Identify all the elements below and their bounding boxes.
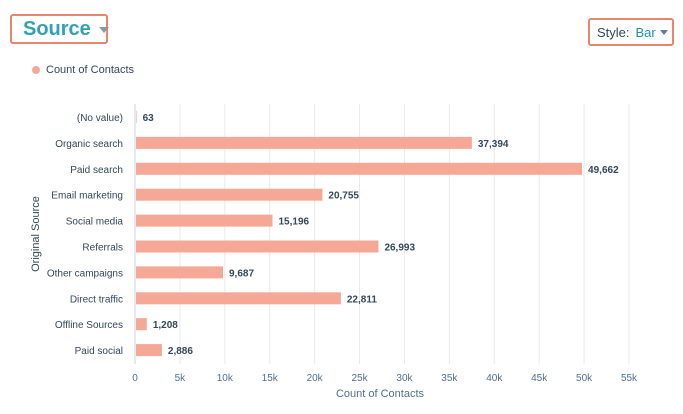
x-tick-label: 5k (175, 373, 187, 384)
category-label: Other campaigns (47, 268, 123, 279)
category-label: Referrals (82, 243, 123, 254)
legend-dot-icon (32, 66, 40, 74)
bar[interactable] (136, 188, 323, 201)
category-label: Offline Sources (55, 320, 123, 331)
bar[interactable] (136, 136, 472, 149)
value-label: 22,811 (347, 294, 377, 305)
bar[interactable] (136, 266, 224, 279)
category-label: Paid search (70, 165, 123, 176)
category-label: (No value) (77, 113, 123, 124)
bar[interactable] (136, 240, 379, 253)
bar[interactable] (136, 214, 273, 227)
x-tick-label: 15k (262, 373, 279, 384)
bar[interactable] (136, 292, 341, 305)
chevron-down-icon (98, 27, 109, 33)
category-label: Direct traffic (70, 294, 123, 305)
report-title: Source (23, 17, 91, 40)
bar[interactable] (136, 162, 583, 175)
value-label: 9,687 (229, 268, 254, 279)
value-label: 49,662 (588, 165, 619, 176)
x-tick-label: 0 (132, 373, 138, 384)
value-label: 1,208 (153, 320, 178, 331)
chevron-down-icon (659, 30, 668, 35)
category-label: Paid social (75, 346, 123, 357)
bar[interactable] (136, 111, 137, 123)
bar[interactable] (136, 318, 147, 331)
style-label: Style: (597, 24, 630, 40)
x-tick-label: 55k (621, 373, 638, 384)
x-tick-label: 40k (486, 373, 503, 384)
x-tick-label: 10k (217, 373, 234, 384)
x-tick-label: 45k (531, 373, 548, 384)
x-axis-title: Count of Contacts (336, 388, 425, 400)
value-label: 37,394 (478, 139, 509, 150)
report-source-dropdown[interactable]: Source (10, 14, 109, 44)
x-tick-label: 20k (307, 373, 324, 384)
chart-style-dropdown[interactable]: Style: Bar (588, 18, 674, 46)
category-label: Social media (66, 217, 124, 228)
value-label: 2,886 (168, 346, 193, 357)
value-label: 26,993 (384, 243, 415, 254)
x-tick-label: 30k (396, 373, 413, 384)
x-tick-label: 35k (441, 373, 458, 384)
bar[interactable] (136, 344, 162, 357)
legend-label[interactable]: Count of Contacts (46, 64, 135, 76)
value-label: 20,755 (328, 191, 359, 202)
category-label: Email marketing (51, 191, 123, 202)
category-label: Organic search (55, 139, 123, 150)
value-label: 63 (143, 113, 155, 124)
value-label: 15,196 (278, 217, 309, 228)
x-tick-label: 50k (576, 373, 593, 384)
chart-legend: Count of Contacts (32, 64, 134, 76)
y-axis-title: Original Source (30, 196, 42, 272)
style-value: Bar (635, 24, 656, 40)
x-tick-label: 25k (351, 373, 368, 384)
